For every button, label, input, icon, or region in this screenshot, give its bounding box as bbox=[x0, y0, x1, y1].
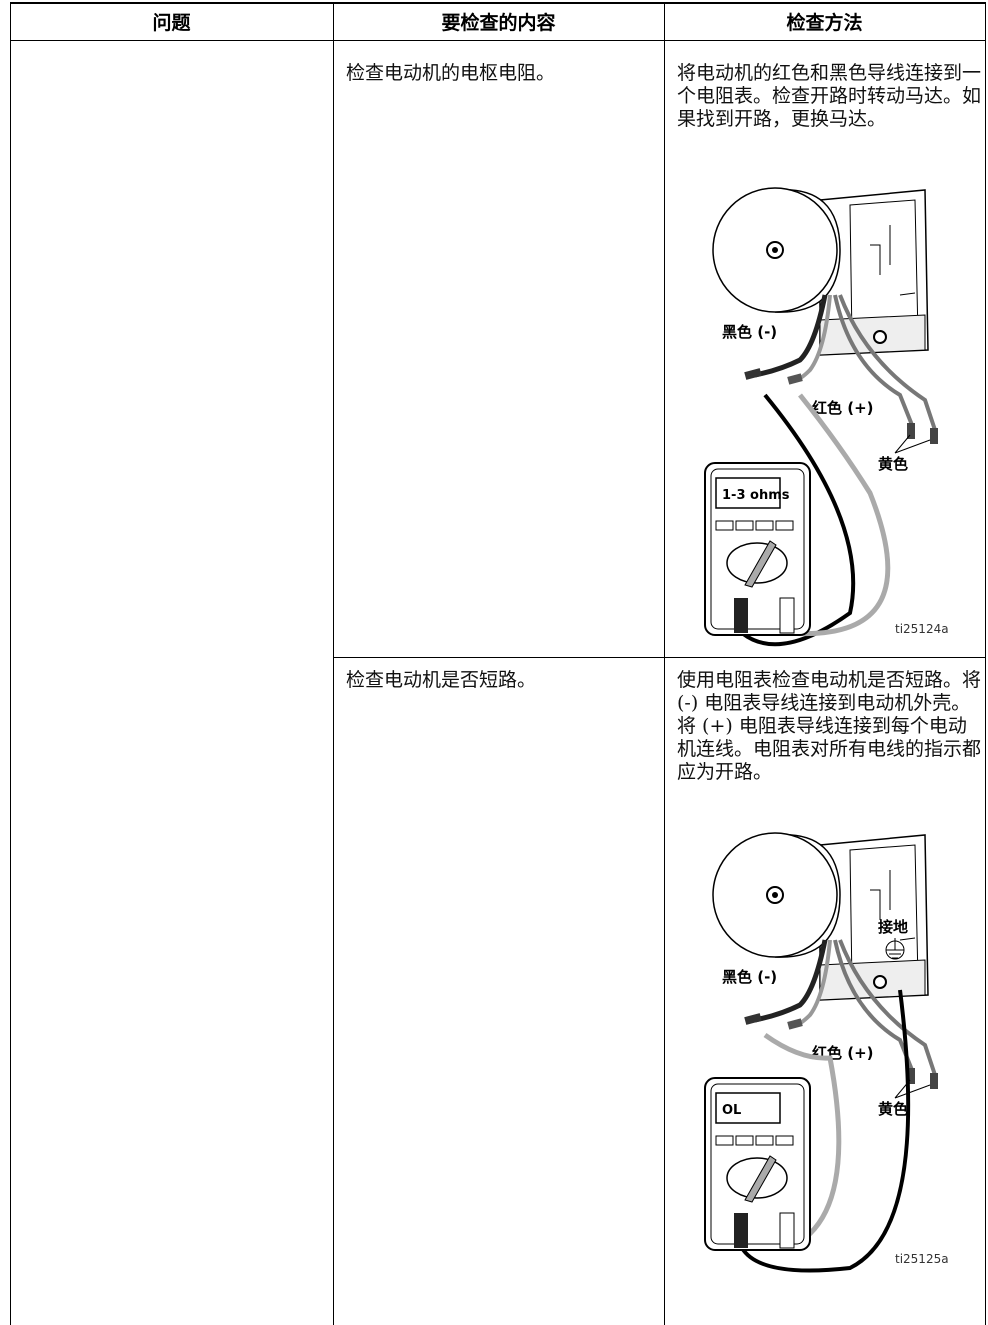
connector bbox=[744, 1013, 762, 1025]
rule bbox=[333, 2, 334, 1325]
check-text: 检查电动机的电枢电阻。 bbox=[346, 62, 556, 84]
connector bbox=[930, 428, 938, 444]
jack-minus bbox=[734, 1213, 748, 1248]
connector bbox=[787, 1018, 803, 1030]
jack-plus bbox=[779, 597, 795, 634]
rule bbox=[10, 2, 986, 4]
test-lead bbox=[763, 1032, 842, 1251]
connector bbox=[744, 368, 762, 380]
meter-knob bbox=[744, 540, 777, 588]
connector bbox=[787, 373, 803, 385]
meter-button bbox=[775, 520, 794, 531]
check-text: 检查电动机是否短路。 bbox=[346, 669, 537, 691]
lead-yellow bbox=[838, 939, 937, 1076]
rule bbox=[664, 2, 665, 1325]
meter-reading: OL bbox=[722, 1103, 741, 1118]
jack-plus bbox=[779, 1212, 795, 1249]
method-text: 将电动机的红色和黑色导线连接到一个电阻表。检查开路时转动马达。如果找到开路，更换… bbox=[677, 62, 982, 130]
figure-id: ti25124a bbox=[895, 622, 949, 636]
meter-button bbox=[735, 520, 754, 531]
test-lead bbox=[740, 989, 911, 1273]
lead-yellow bbox=[833, 939, 914, 1071]
connector bbox=[930, 1073, 938, 1089]
lead-yellow bbox=[838, 294, 937, 431]
meter-display bbox=[715, 477, 781, 509]
wire-label: 黄色 bbox=[878, 1100, 908, 1118]
rule bbox=[985, 2, 986, 1325]
rule bbox=[10, 40, 986, 41]
lead-yellow bbox=[833, 294, 914, 426]
meter-display bbox=[715, 1092, 781, 1124]
motor-hub-center bbox=[772, 247, 778, 253]
method-text: 使用电阻表检查电动机是否短路。将 (-) 电阻表导线连接到电动机外壳。将 (+)… bbox=[677, 669, 982, 783]
wire-label: 黑色 (-) bbox=[722, 968, 777, 986]
meter-reading: 1-3 ohms bbox=[722, 488, 790, 503]
ground-label: 接地 bbox=[878, 918, 908, 936]
meter-inner bbox=[710, 1083, 805, 1245]
header-cell: 问题 bbox=[152, 12, 191, 34]
meter-button bbox=[715, 1135, 734, 1146]
header-cell: 要检查的内容 bbox=[441, 12, 556, 34]
bolt bbox=[873, 975, 887, 989]
header-cell: 检查方法 bbox=[786, 12, 863, 34]
wire-label: 黄色 bbox=[878, 455, 908, 473]
test-lead bbox=[740, 393, 856, 647]
connector bbox=[907, 423, 915, 439]
connector bbox=[907, 1068, 915, 1084]
meter-button bbox=[735, 1135, 754, 1146]
lead-black bbox=[754, 939, 828, 1023]
rule bbox=[333, 657, 986, 658]
figure-id: ti25125a bbox=[895, 1252, 949, 1266]
rule bbox=[10, 2, 11, 1325]
lead-black bbox=[754, 294, 828, 378]
wire-label: 红色 (+) bbox=[812, 399, 874, 417]
figure: 黑色 (-) 红色 (+) 黄色 1-3 ohms ti25124a bbox=[704, 187, 949, 647]
jack-minus bbox=[734, 598, 748, 633]
meter-knob bbox=[744, 1155, 777, 1203]
pointer bbox=[894, 434, 931, 454]
meter-button bbox=[775, 1135, 794, 1146]
bolt bbox=[873, 330, 887, 344]
meter-button bbox=[755, 520, 774, 531]
meter-button bbox=[755, 1135, 774, 1146]
wire-label: 黑色 (-) bbox=[722, 323, 777, 341]
motor-hub-center bbox=[772, 892, 778, 898]
ground-symbol bbox=[886, 938, 904, 959]
meter-button bbox=[715, 520, 734, 531]
meter-inner bbox=[710, 468, 805, 630]
test-lead bbox=[787, 393, 891, 637]
